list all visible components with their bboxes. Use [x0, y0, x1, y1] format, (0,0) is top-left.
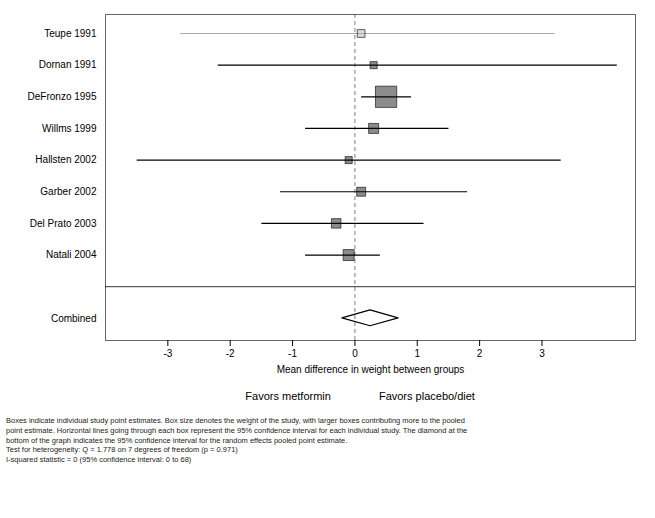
html-text:Test for heterogeneity: Q = 1.: Test for heterogeneity: Q = 1.778 on 7 d… [6, 445, 238, 455]
svg-text:1: 1 [414, 348, 420, 359]
svg-text:Hallsten 2002: Hallsten 2002 [35, 154, 97, 165]
svg-text:Del Prato 2003: Del Prato 2003 [30, 218, 97, 229]
svg-text:Favors placebo/diet: Favors placebo/diet [379, 390, 475, 402]
svg-text:3: 3 [539, 348, 545, 359]
html-text:point estimate. Horizontal lin: point estimate. Horizontal lines going t… [6, 425, 468, 435]
svg-text:Combined: Combined [51, 313, 97, 324]
svg-text:Teupe 1991: Teupe 1991 [44, 28, 97, 39]
svg-text:DeFronzo 1995: DeFronzo 1995 [28, 91, 97, 102]
svg-text:Dornan 1991: Dornan 1991 [39, 59, 97, 70]
svg-text:Favors metformin: Favors metformin [245, 390, 331, 402]
svg-text:-3: -3 [163, 348, 172, 359]
svg-text:Mean difference in weight betw: Mean difference in weight between groups [277, 364, 465, 375]
svg-text:-1: -1 [288, 348, 297, 359]
svg-text:Garber 2002: Garber 2002 [40, 186, 97, 197]
svg-text:-2: -2 [226, 348, 235, 359]
svg-text:Natali 2004: Natali 2004 [46, 249, 97, 260]
html-text:I-squared statistic = 0 (95% c: I-squared statistic = 0 (95% confidence … [6, 455, 192, 464]
svg-text:Willms 1999: Willms 1999 [42, 123, 97, 134]
svg-text:2: 2 [477, 348, 483, 359]
html-text:Boxes indicate individual stud: Boxes indicate individual study point es… [6, 416, 465, 425]
svg-text:0: 0 [352, 348, 358, 359]
html-text:bottom of the graph indicates: bottom of the graph indicates the 95% co… [6, 435, 348, 445]
